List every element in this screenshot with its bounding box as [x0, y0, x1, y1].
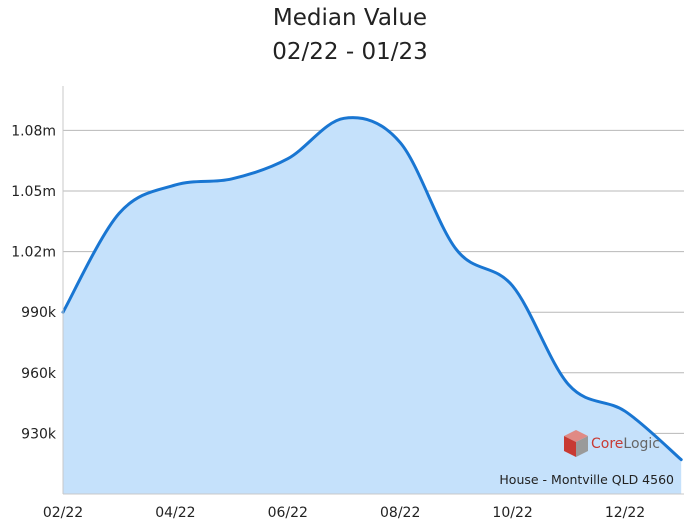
series-line [61, 116, 683, 462]
y-tick-label: 1.02m [11, 245, 56, 261]
x-tick-label: 02/22 [43, 505, 83, 521]
chart-caption: House - Montville QLD 4560 [499, 472, 674, 487]
x-tick-label: 04/22 [155, 505, 195, 521]
y-tick-label: 960k [21, 366, 57, 382]
x-tick-label: 08/22 [380, 505, 420, 521]
x-tick-label: 12/22 [605, 505, 645, 521]
y-tick-label: 930k [21, 426, 57, 442]
chart-subtitle: 02/22 - 01/23 [272, 39, 428, 65]
x-tick-label: 06/22 [268, 505, 308, 521]
y-tick-label: 990k [21, 305, 57, 321]
y-tick-labels: 930k 960k 990k 1.02m 1.05m 1.08m [11, 123, 57, 442]
corelogic-logo: CoreLogic [564, 430, 660, 457]
chart-title: Median Value [273, 5, 427, 31]
corelogic-cube-icon [564, 430, 588, 457]
x-tick-labels: 02/22 04/22 06/22 08/22 10/22 12/22 [43, 505, 645, 521]
y-tick-label: 1.05m [11, 184, 56, 200]
y-tick-label: 1.08m [11, 123, 56, 139]
corelogic-wordmark: CoreLogic [591, 436, 660, 452]
x-tick-label: 10/22 [492, 505, 532, 521]
area-fill [63, 117, 682, 494]
